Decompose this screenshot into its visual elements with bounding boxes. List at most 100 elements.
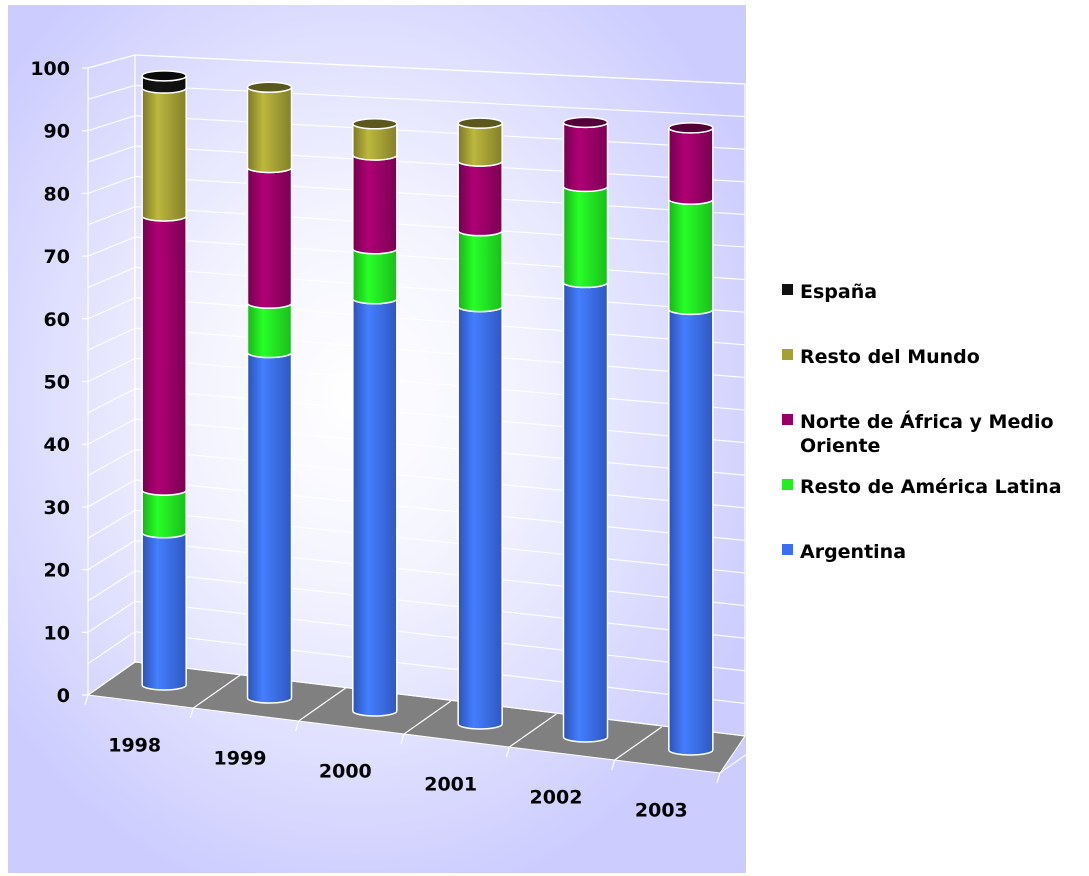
x-tick-label: 2002 [530, 787, 583, 809]
legend-swatch [782, 544, 793, 555]
gridline-back [134, 418, 746, 476]
gridline-back [134, 206, 746, 248]
bar-segment-2000-norte-de-africa-y-medio-oriente [352, 154, 398, 255]
gridline-left [87, 297, 136, 320]
bar-group-2003 [668, 122, 714, 756]
gridline-left [87, 600, 136, 633]
bar-group-2002 [562, 116, 609, 743]
gridline-left [87, 418, 136, 445]
bar-segment-2001-argentina [457, 306, 503, 730]
x-tick-mark [84, 694, 89, 706]
bar-segment-2002-norte-de-africa-y-medio-oriente [562, 122, 609, 193]
bar-group-2000 [352, 118, 398, 717]
gridline-back [134, 631, 746, 704]
x-tick-mark [189, 707, 194, 719]
bar-segment-1999-resto-de-america-latina [246, 302, 293, 359]
bar-segment-2002-resto-de-america-latina [562, 186, 609, 289]
gridline-back [134, 327, 746, 378]
gridline-back [134, 297, 746, 346]
y-axis: 0 10 20 30 40 50 60 70 80 90 100 [30, 58, 88, 707]
gridlines [87, 54, 746, 737]
gridline-left [87, 236, 136, 257]
x-axis: 1998 1999 2000 2001 2002 2003 [108, 735, 688, 822]
x-tick-mark [400, 733, 405, 745]
bar-segment-2000-argentina [352, 298, 398, 717]
bar-segment-1998-resto-del-mundo [141, 87, 187, 222]
x-tick-label: 2001 [424, 774, 477, 796]
bar-segment-1999-norte-de-africa-y-medio-oriente [246, 167, 293, 309]
bar-segment-2001-resto-del-mundo [457, 122, 503, 167]
floor-divider [508, 713, 557, 748]
legend-item-argentina: Argentina [782, 541, 906, 563]
gridline-back [134, 388, 746, 444]
gridline-left [87, 175, 136, 194]
bar-top-2003 [668, 122, 714, 134]
legend-item-norte-de-africa-y-medio-oriente: Norte de África y Medio Oriente [782, 410, 1054, 457]
y-tick-label: 50 [44, 372, 70, 394]
gridline-left [87, 540, 136, 571]
x-tick-mark [295, 720, 300, 732]
gridline-left [87, 145, 136, 163]
gridline-back [134, 540, 746, 607]
gridline-back [134, 570, 746, 639]
bar-segment-1998-argentina [141, 532, 187, 691]
legend-swatch [782, 349, 793, 360]
bar-segment-2001-resto-de-america-latina [457, 230, 503, 313]
y-tick-label: 70 [44, 246, 70, 268]
legend-swatch [782, 414, 793, 425]
legend-label: España [800, 281, 877, 303]
legend-item-resto-de-america-latina: Resto de América Latina [782, 476, 1062, 498]
gridline-back [134, 175, 746, 215]
y-tick-label: 20 [44, 560, 70, 582]
bar-segment-1998-norte-de-africa-y-medio-oriente [141, 215, 187, 496]
x-tick-label: 2000 [319, 761, 372, 783]
gridline-back [134, 509, 746, 574]
legend-label: Resto de América Latina [800, 476, 1062, 498]
legend-label: Resto del Mundo [800, 346, 980, 368]
y-tick-label: 40 [44, 434, 70, 456]
x-tick-label: 1998 [108, 735, 161, 757]
bar-segment-2003-resto-de-america-latina [668, 198, 714, 316]
y-tick-label: 60 [44, 309, 70, 331]
legend-item-resto-del-mundo: Resto del Mundo [782, 346, 980, 368]
x-tick-label: 2003 [635, 800, 688, 822]
gridline-back [134, 357, 746, 411]
gridline-left [87, 509, 136, 539]
x-tick-mark [611, 759, 616, 771]
gridline-left [87, 479, 136, 508]
bars [141, 70, 714, 756]
y-tick-label: 100 [30, 58, 70, 80]
legend: España Resto del Mundo Norte de África y M… [782, 281, 1062, 563]
gridline-left [87, 570, 136, 602]
y-tick-label: 30 [44, 497, 70, 519]
gridline-left [87, 84, 136, 100]
y-tick-label: 10 [44, 622, 70, 644]
x-tick-mark [716, 772, 721, 784]
floor-divider [192, 674, 241, 709]
gridline-back [134, 84, 746, 118]
gridline-back [134, 479, 746, 541]
gridline-left [87, 327, 136, 351]
gridline-left [87, 661, 136, 696]
bar-segment-1998-resto-de-america-latina [141, 489, 187, 539]
legend-swatch [782, 479, 793, 490]
floor-divider [719, 739, 768, 774]
legend-label: Argentina [800, 541, 906, 563]
gridline-back [134, 54, 746, 85]
gridline-back [134, 115, 746, 150]
bar-group-1999 [246, 81, 293, 704]
gridline-back [134, 145, 746, 183]
gridline-left [87, 115, 136, 132]
gridline-left [87, 449, 136, 477]
legend-label: Norte de África y Medio Oriente [800, 410, 1054, 457]
gridline-back [134, 600, 746, 672]
gridline-back [134, 266, 746, 313]
gridline-left [87, 266, 136, 288]
bar-group-2001 [457, 117, 503, 730]
bar-segment-2001-norte-de-africa-y-medio-oriente [457, 160, 503, 237]
x-tick-label: 1999 [214, 748, 267, 770]
floor-divider [614, 726, 663, 761]
bar-segment-2002-argentina [562, 282, 609, 743]
gridline-back [134, 449, 746, 509]
